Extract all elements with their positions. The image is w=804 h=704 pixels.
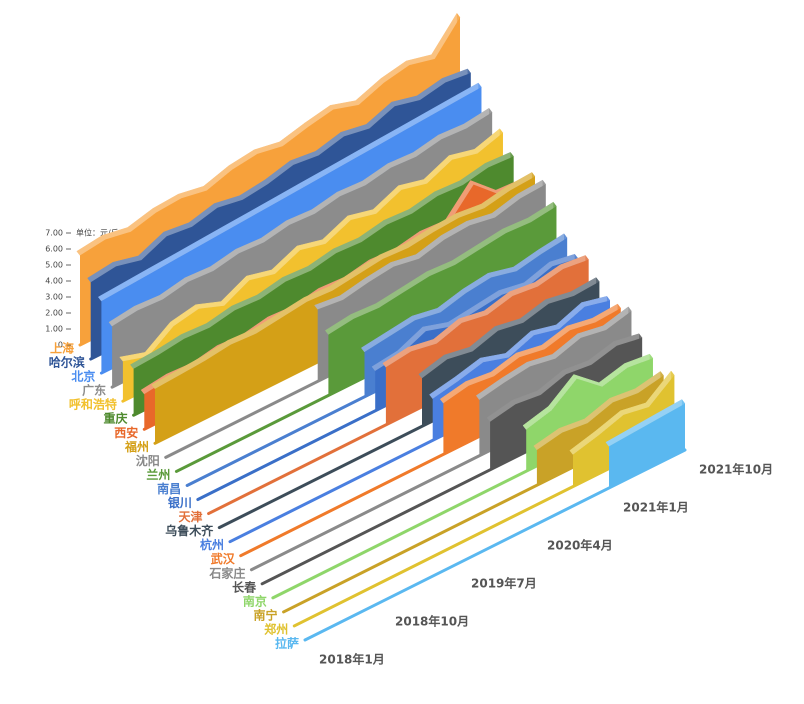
series-label: 呼和浩特 [69,397,117,412]
series-label: 拉萨 [275,636,299,651]
series-label: 武汉 [211,551,236,566]
series-label: 兰州 [146,467,170,482]
series-area [573,375,675,487]
y-tick-label: 5.00 [45,261,63,270]
series-label: 南宁 [254,607,278,622]
series-label: 西安 [114,425,138,440]
series-label: 银川 [168,495,192,510]
y-tick-label: 1.00 [45,325,63,334]
x-tick-label: 2018年1月 [319,652,385,667]
series-label: 南京 [243,593,267,608]
x-tick-label: 2020年4月 [547,538,613,553]
x-tick-label: 2018年10月 [395,614,469,629]
series-area [609,403,685,488]
y-tick-label: 7.00 [45,229,63,238]
unit-label: 单位：元/斤 [76,228,119,238]
series-label: 石家庄 [208,565,245,580]
series-label: 北京 [71,369,95,384]
series-label: 郑州 [264,621,288,636]
x-tick-label: 2021年1月 [623,500,689,515]
series-label: 杭州 [200,537,224,552]
y-tick-label: 4.00 [45,277,63,286]
series-label: 广东 [82,383,106,398]
series-label: 上海 [50,341,74,356]
series-label: 重庆 [104,411,128,426]
series-label: 沈阳 [136,453,160,468]
series-label: 乌鲁木齐 [165,523,214,538]
x-tick-label: 2019年7月 [471,576,537,591]
y-tick-label: 0 [58,341,63,350]
y-tick-label: 2.00 [45,309,63,318]
series-label: 天津 [179,509,203,524]
y-tick-label: 3.00 [45,293,63,302]
series-label: 南昌 [157,481,181,496]
series-label: 福州 [124,439,149,454]
series-label: 长春 [232,579,257,594]
series-label: 哈尔滨 [49,355,85,370]
y-tick-label: 6.00 [45,245,63,254]
x-tick-label: 2021年10月 [699,462,773,477]
